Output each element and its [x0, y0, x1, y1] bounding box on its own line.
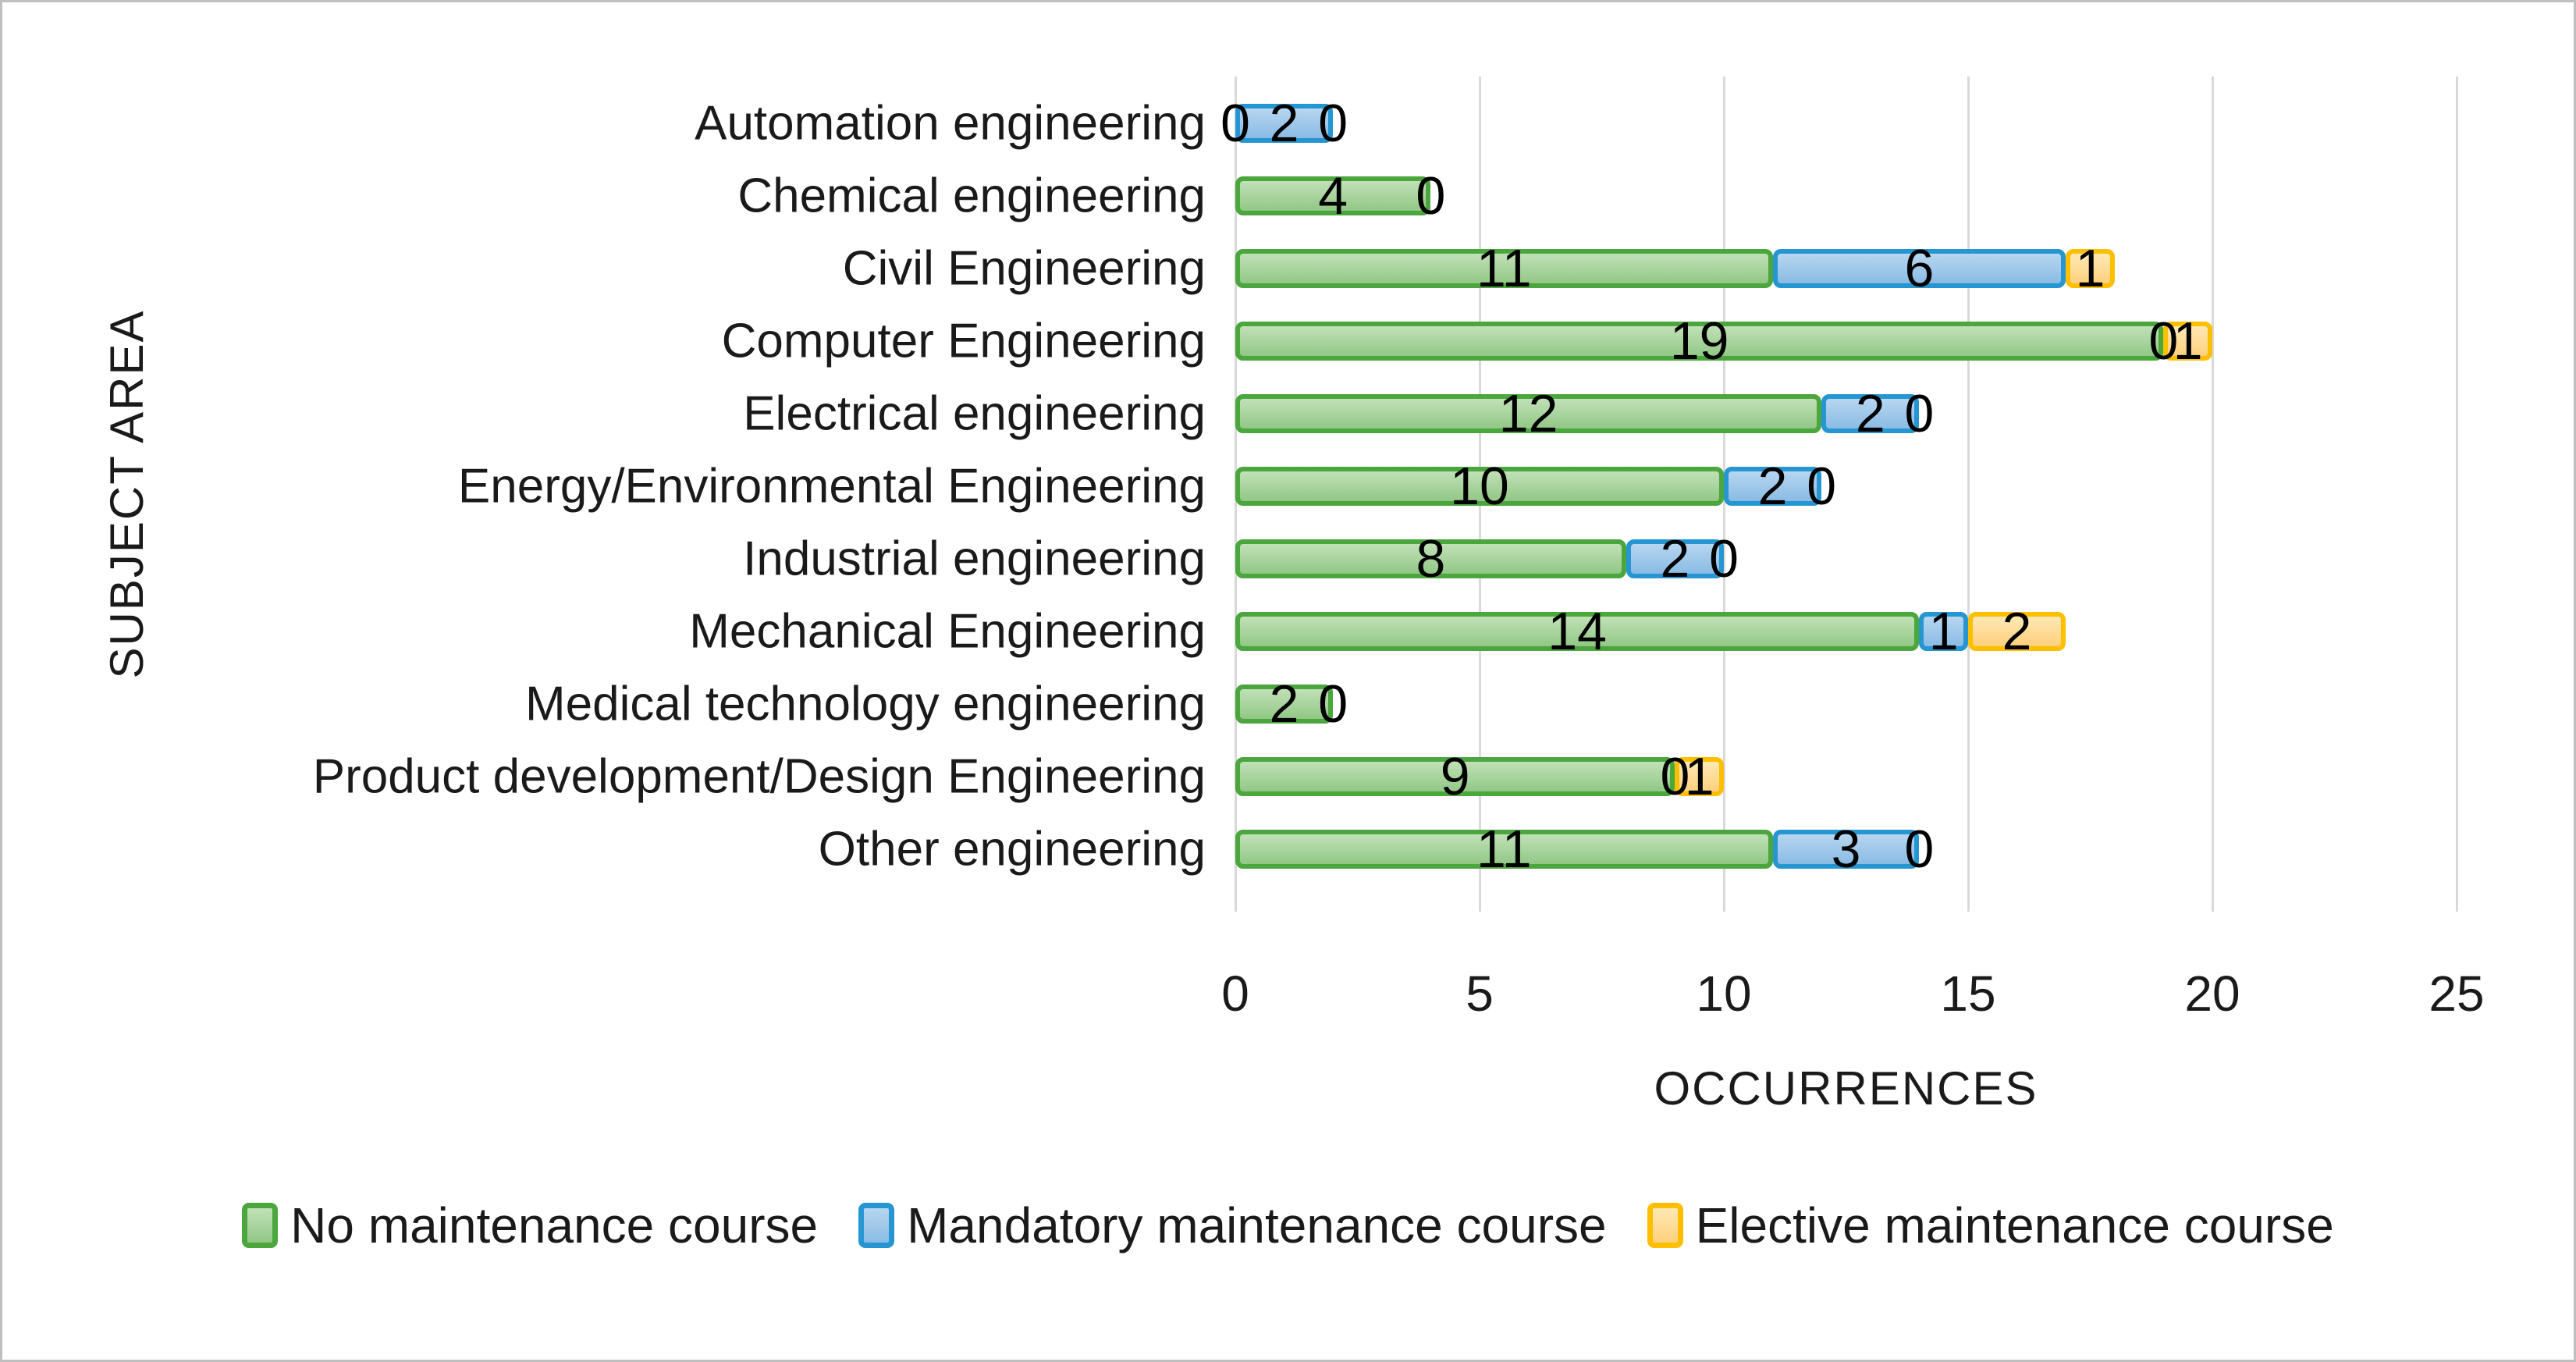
category-label: Electrical engineering: [743, 386, 1206, 441]
bar-segment: [1235, 830, 1773, 869]
data-label: 11: [1476, 820, 1532, 879]
data-label: 0: [1220, 94, 1250, 153]
category-label: Chemical engineering: [737, 169, 1206, 223]
data-label: 4: [1318, 166, 1348, 226]
data-label: 6: [1904, 239, 1935, 298]
data-label: 2: [1269, 674, 1299, 734]
category-label: Product development/Design Engineering: [312, 749, 1206, 804]
legend-label: Mandatory maintenance course: [907, 1197, 1607, 1254]
legend-swatch: [858, 1203, 895, 1248]
bar-segment: [1772, 830, 1920, 869]
bar-segment: [1235, 467, 1724, 506]
data-label: 1: [1684, 747, 1714, 806]
category-label: Civil Engineering: [842, 241, 1206, 296]
data-label: 0: [1660, 747, 1690, 806]
data-label: 11: [1476, 239, 1532, 298]
data-label: 2: [1660, 529, 1690, 589]
category-label: Other engineering: [818, 822, 1206, 877]
data-label: 0: [2148, 311, 2179, 371]
bar-segment: [1235, 539, 1626, 578]
x-tick-label: 5: [1466, 965, 1494, 1022]
x-axis-title: OCCURRENCES: [1654, 1062, 2038, 1115]
legend-swatch: [1647, 1203, 1683, 1248]
category-label: Medical technology engineering: [524, 677, 1206, 731]
x-tick-label: 25: [2429, 965, 2485, 1022]
category-label: Energy/Environmental Engineering: [457, 459, 1206, 514]
data-label: 9: [1440, 747, 1470, 806]
bar-segment: [1235, 249, 1773, 288]
data-label: 3: [1831, 820, 1861, 879]
x-tick-label: 15: [1940, 965, 1996, 1022]
gridline-x-15: [1967, 76, 1970, 912]
legend-item: Mandatory maintenance course: [858, 1197, 1607, 1254]
gridline-x-20: [2211, 76, 2214, 912]
legend: No maintenance course Mandatory maintenan…: [2, 1197, 2574, 1254]
data-label: 10: [1450, 457, 1509, 516]
data-label: 0: [1318, 674, 1348, 734]
bar-segment: [1968, 612, 2066, 651]
bar-segment: [1235, 685, 1334, 724]
bar-segment: [1235, 322, 2164, 361]
legend-swatch: [242, 1203, 279, 1248]
legend-item: No maintenance course: [242, 1197, 818, 1254]
data-label: 0: [1318, 94, 1348, 153]
data-label: 0: [1416, 166, 1446, 226]
category-label: Computer Engineering: [721, 314, 1206, 368]
bar-segment: [1724, 467, 1822, 506]
data-label: 8: [1416, 529, 1446, 589]
data-label: 2: [1855, 384, 1885, 443]
data-label: 2: [2002, 602, 2032, 661]
data-label: 19: [1669, 311, 1729, 371]
data-label: 0: [1416, 166, 1446, 226]
bar-segment: [1235, 394, 1822, 433]
y-axis-title: SUBJECT AREA: [101, 309, 153, 679]
data-label: 0: [1709, 529, 1739, 589]
bar-segment: [1675, 757, 1724, 796]
bar-segment: [1235, 176, 1431, 215]
legend-item: Elective maintenance course: [1647, 1197, 2334, 1254]
bar-segment: [1235, 757, 1675, 796]
data-label: 0: [1904, 384, 1935, 443]
legend-label: No maintenance course: [290, 1197, 819, 1254]
x-tick-label: 10: [1696, 965, 1752, 1022]
category-label: Automation engineering: [695, 96, 1206, 151]
data-label: 12: [1498, 384, 1558, 443]
bar-segment: [1821, 394, 1920, 433]
bar-segment: [1235, 612, 1920, 651]
bar-segment: [1772, 249, 2066, 288]
gridline-x-25: [2455, 76, 2458, 912]
data-label: 0: [1318, 674, 1348, 734]
data-label: 1: [2173, 311, 2203, 371]
bar-segment: [2066, 249, 2115, 288]
category-label: Mechanical Engineering: [689, 604, 1206, 659]
bar-segment: [2163, 322, 2212, 361]
data-label: 1: [1928, 602, 1959, 661]
data-label: 2: [1269, 94, 1299, 153]
data-label: 0: [1904, 820, 1935, 879]
bar-segment: [1626, 539, 1724, 578]
data-label: 0: [1807, 457, 1837, 516]
data-label: 1: [2075, 239, 2105, 298]
data-label: 2: [1757, 457, 1788, 516]
legend-label: Elective maintenance course: [1695, 1197, 2334, 1254]
data-label: 14: [1547, 602, 1608, 661]
x-tick-label: 20: [2184, 965, 2240, 1022]
category-label: Industrial engineering: [743, 532, 1206, 586]
bar-segment: [1235, 104, 1334, 143]
x-tick-label: 0: [1221, 965, 1249, 1022]
bar-segment: [1919, 612, 1968, 651]
